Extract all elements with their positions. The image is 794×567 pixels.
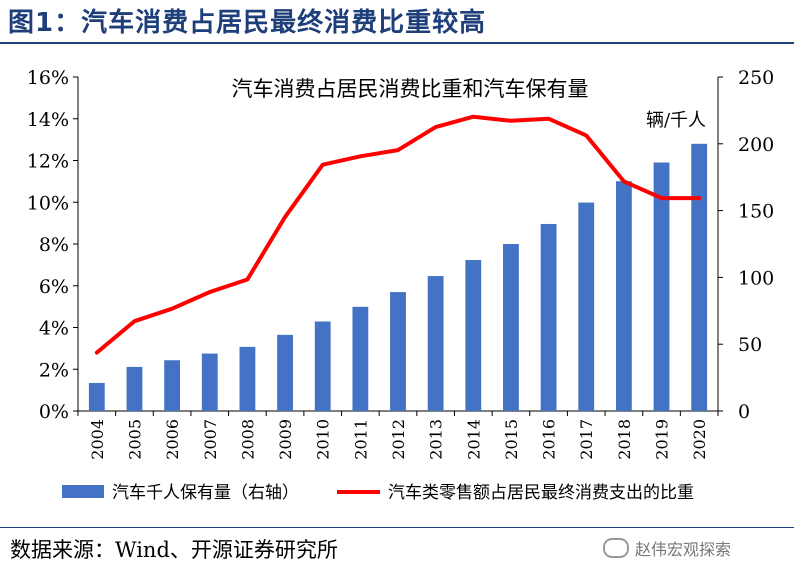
legend-bar-swatch	[62, 485, 104, 498]
x-tick-label: 2005	[125, 419, 144, 460]
bar	[578, 202, 595, 411]
x-tick-label: 2013	[427, 419, 446, 460]
bar	[503, 244, 519, 411]
x-tick-label: 2011	[351, 419, 370, 460]
x-tick-label: 2007	[201, 419, 220, 460]
chart: 0% 2% 4% 6% 8% 10% 12% 14% 16% 0 50 100 150 200 250 2…	[27, 67, 775, 503]
bar	[540, 223, 557, 411]
bar	[314, 321, 331, 411]
x-tick-label: 2008	[238, 419, 257, 460]
bar	[239, 346, 256, 411]
series-line	[94, 114, 702, 355]
bar	[653, 162, 670, 411]
x-tick-label: 2017	[577, 419, 596, 460]
right-axis-unit-label: 辆/千人	[646, 110, 706, 131]
watermark: 赵伟宏观探索	[603, 536, 731, 560]
right-tick-label: 200	[738, 134, 774, 156]
right-tick-label: 50	[738, 334, 762, 356]
left-tick-label: 2%	[39, 359, 69, 381]
x-tick-label: 2006	[163, 419, 182, 460]
left-tick-label: 16%	[27, 67, 69, 89]
x-tick-label: 2018	[615, 419, 634, 460]
source-note: 数据来源：Wind、开源证券研究所	[10, 538, 338, 562]
left-tick-label: 10%	[27, 192, 69, 214]
x-tick-label: 2020	[690, 419, 709, 460]
left-tick-label: 4%	[39, 318, 69, 340]
bar	[126, 366, 143, 411]
bar	[465, 260, 482, 411]
left-tick-label: 6%	[39, 276, 69, 298]
x-tick-label: 2009	[276, 419, 295, 460]
x-tick-label: 2010	[314, 419, 333, 460]
right-tick-label: 150	[738, 201, 774, 223]
x-tick-label: 2019	[653, 419, 672, 460]
bar	[427, 276, 444, 411]
watermark-text: 赵伟宏观探索	[635, 540, 732, 559]
x-tick-label: 2016	[540, 419, 559, 460]
left-tick-label: 12%	[27, 151, 69, 173]
bar	[615, 181, 632, 411]
title-rule	[0, 42, 794, 44]
legend-bar-label: 汽车千人保有量（右轴）	[112, 483, 299, 503]
bar	[691, 143, 708, 412]
wechat-icon	[603, 538, 629, 558]
bar	[390, 292, 406, 411]
figure-title: 图1：汽车消费占居民最终消费比重较高	[8, 8, 487, 38]
chart-title: 汽车消费占居民消费比重和汽车保有量	[232, 77, 589, 101]
right-tick-label: 250	[738, 67, 774, 89]
source-rule	[0, 527, 794, 528]
bar	[277, 334, 293, 411]
x-tick-label: 2004	[88, 419, 107, 460]
bar	[88, 382, 105, 411]
left-tick-label: 14%	[27, 109, 69, 131]
bar	[352, 306, 369, 411]
bar	[201, 353, 218, 411]
x-tick-label: 2015	[502, 419, 521, 460]
legend-line-label: 汽车类零售额占居民最终消费支出的比重	[388, 483, 694, 503]
bar	[164, 360, 181, 411]
left-tick-label: 0%	[39, 401, 69, 423]
left-tick-label: 8%	[39, 234, 69, 256]
x-tick-label: 2014	[464, 419, 483, 460]
right-tick-label: 100	[738, 267, 774, 289]
x-tick-label: 2012	[389, 419, 408, 460]
right-tick-label: 0	[738, 401, 750, 423]
